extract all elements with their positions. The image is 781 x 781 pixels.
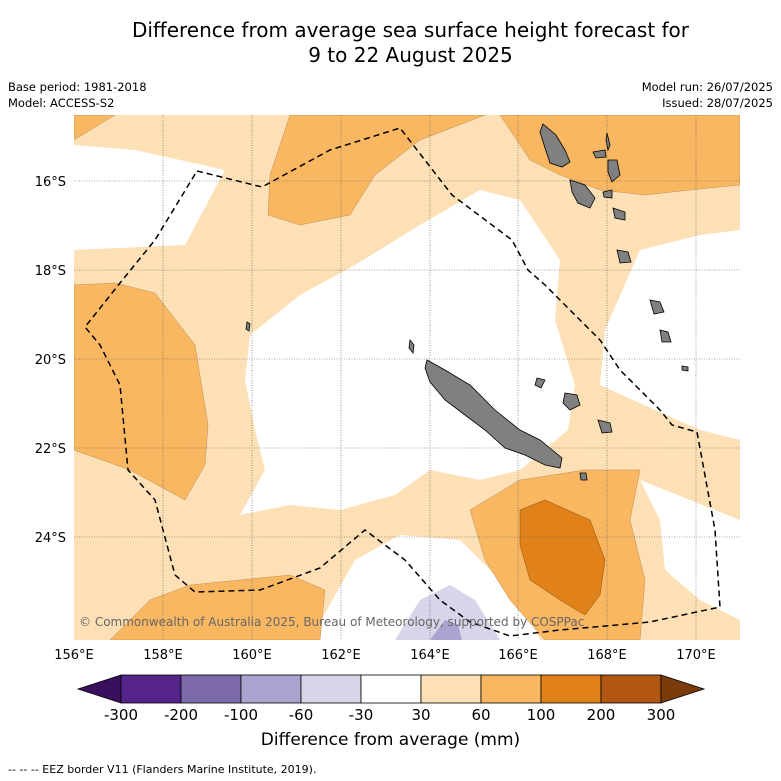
cb-tick-7: 60 bbox=[471, 706, 490, 724]
colorbar-bin-9 bbox=[600, 674, 662, 704]
tanna-island bbox=[616, 249, 632, 264]
model-run-text: Model run: 26/07/2025 bbox=[641, 80, 773, 94]
vanuatu-island-3 bbox=[607, 159, 621, 183]
anomaly-negative-30-60 bbox=[395, 585, 500, 640]
lon-tick-164e: 164°E bbox=[410, 648, 450, 663]
mare-island bbox=[597, 419, 613, 434]
meta-left: Base period: 1981-2018 Model: ACCESS-S2 bbox=[8, 79, 147, 111]
cb-tick-1: -300 bbox=[104, 706, 138, 724]
espiritu-santo-island bbox=[539, 123, 571, 168]
cb-tick-6: 30 bbox=[411, 706, 430, 724]
colorbar-bin-6 bbox=[420, 674, 482, 704]
colorbar-extend-high bbox=[660, 674, 706, 704]
malakula-island bbox=[569, 179, 596, 209]
vanuatu-island-4 bbox=[602, 189, 613, 199]
lat-tick-24s: 24°S bbox=[35, 531, 66, 546]
colorbar-label: Difference from average (mm) bbox=[260, 730, 521, 750]
ouvea-island bbox=[534, 377, 546, 389]
colorbar-bin-8 bbox=[540, 674, 602, 704]
lon-tick-156e: 156°E bbox=[54, 648, 94, 663]
copyright-text: © Commonwealth of Australia 2025, Bureau… bbox=[79, 615, 584, 629]
anomaly-60-100-northeast bbox=[499, 115, 740, 196]
lat-tick-20s: 20°S bbox=[35, 353, 66, 368]
anomaly-60-100-south bbox=[109, 574, 326, 640]
colorbar-bin-4 bbox=[300, 674, 362, 704]
colorbar-bin-7 bbox=[480, 674, 542, 704]
lat-tick-22s: 22°S bbox=[35, 442, 66, 457]
meta-right: Model run: 26/07/2025 Issued: 28/07/2025 bbox=[642, 79, 773, 111]
anomaly-60-100-west bbox=[74, 282, 209, 501]
lat-tick-18s: 18°S bbox=[35, 264, 66, 279]
islet-east bbox=[681, 365, 689, 372]
colorbar-bin-2 bbox=[180, 674, 242, 704]
anomaly-neutral-southeast bbox=[640, 480, 740, 620]
belep-island bbox=[408, 339, 415, 354]
cb-tick-5: -30 bbox=[349, 706, 374, 724]
anomaly-60-100-north bbox=[267, 115, 486, 226]
lon-tick-158e: 158°E bbox=[143, 648, 183, 663]
title-line-2: 9 to 22 August 2025 bbox=[308, 43, 513, 67]
vanuatu-island-1 bbox=[592, 149, 607, 159]
eez-border bbox=[84, 127, 721, 637]
ile-des-pins-island bbox=[579, 472, 588, 481]
anomaly-neutral-east bbox=[600, 230, 740, 440]
lon-tick-162e: 162°E bbox=[321, 648, 361, 663]
lifou-island bbox=[562, 392, 581, 411]
new-caledonia-island bbox=[424, 359, 563, 469]
colorbar bbox=[76, 674, 706, 704]
lon-axis: 156°E 158°E 160°E 162°E 164°E 166°E 168°… bbox=[54, 648, 716, 663]
colorbar-ticks: -300 -200 -100 -60 -30 30 60 100 200 300 bbox=[104, 706, 675, 724]
title-line-1: Difference from average sea surface heig… bbox=[131, 18, 690, 42]
cb-tick-4: -60 bbox=[289, 706, 314, 724]
model-text: Model: ACCESS-S2 bbox=[8, 96, 115, 110]
anomaly-negative-60-100 bbox=[430, 620, 462, 640]
cb-tick-10: 300 bbox=[647, 706, 676, 724]
cb-tick-3: -100 bbox=[224, 706, 258, 724]
lon-tick-166e: 166°E bbox=[498, 648, 538, 663]
cb-tick-2: -200 bbox=[164, 706, 198, 724]
lon-tick-170e: 170°E bbox=[676, 648, 716, 663]
vanuatu-island-2 bbox=[605, 132, 611, 152]
map-title: Difference from average sea surface heig… bbox=[0, 18, 781, 68]
hunter-island bbox=[659, 329, 672, 343]
map-panel: © Commonwealth of Australia 2025, Bureau… bbox=[74, 115, 740, 640]
matthew-island bbox=[649, 299, 665, 315]
chesterfield-islet bbox=[245, 321, 251, 332]
colorbar-extend-low bbox=[76, 674, 122, 704]
anomaly-100-200 bbox=[519, 499, 606, 616]
colorbar-bin-1 bbox=[120, 674, 182, 704]
base-period-text: Base period: 1981-2018 bbox=[8, 80, 147, 94]
colorbar-bin-3 bbox=[240, 674, 302, 704]
land bbox=[245, 123, 689, 481]
issued-text: Issued: 28/07/2025 bbox=[662, 96, 773, 110]
lon-tick-160e: 160°E bbox=[232, 648, 272, 663]
efate-island bbox=[612, 207, 626, 221]
colorbar-bin-5 bbox=[360, 674, 422, 704]
anomaly-60-100-nw bbox=[74, 115, 116, 141]
lat-tick-16s: 16°S bbox=[35, 175, 66, 190]
lon-tick-168e: 168°E bbox=[587, 648, 627, 663]
cb-tick-9: 200 bbox=[587, 706, 616, 724]
lat-axis: 16°S 18°S 20°S 22°S 24°S bbox=[35, 175, 66, 546]
eez-footnote: -- -- -- EEZ border V11 (Flanders Marine… bbox=[8, 763, 317, 776]
anomaly-neutral-nw bbox=[74, 145, 225, 250]
cb-tick-8: 100 bbox=[527, 706, 556, 724]
